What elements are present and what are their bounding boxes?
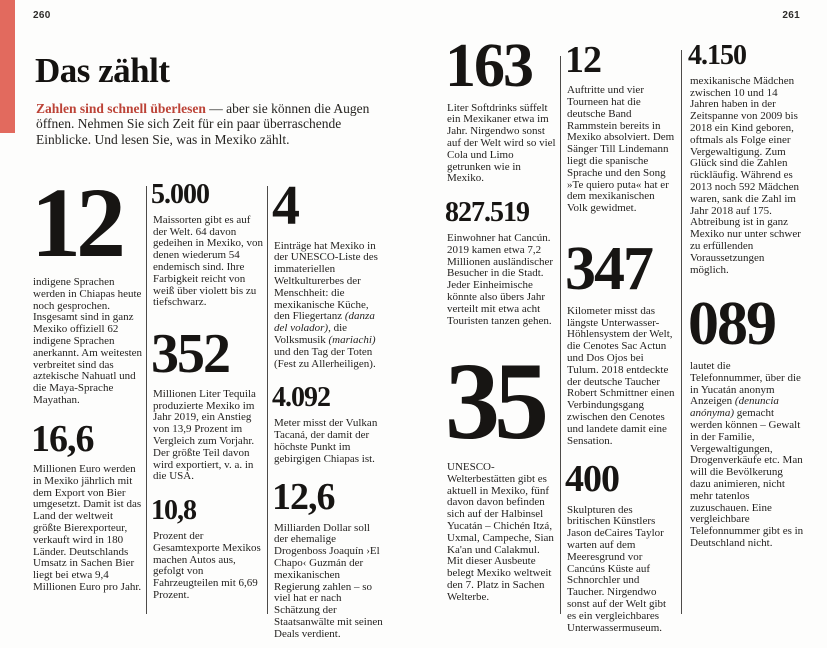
stat-text: Maissorten gibt es auf der Welt. 64 davo… (153, 213, 263, 309)
stat-text: Meter misst der Vulkan Tacaná, der damit… (274, 417, 378, 465)
stat-number: 827.519 (445, 197, 530, 229)
stat-number: 16,6 (31, 417, 95, 460)
stat-item: 4.150 mexikanische Mädchen zwischen 10 u… (688, 40, 804, 276)
stat-text: indigene Sprachen werden in Chiapas heut… (33, 276, 143, 406)
stat-number: 12,6 (272, 476, 336, 519)
stat-number: 4 (272, 175, 300, 237)
column-divider (681, 50, 682, 614)
stat-text: Liter Softdrinks süffelt ein Mexikaner e… (447, 101, 556, 185)
stat-item: 10,8 Prozent der Gesamtexporte Mexikos m… (151, 495, 263, 602)
stat-text: Millionen Euro werden in Mexiko jährlich… (33, 463, 142, 594)
stat-number: 163 (445, 32, 534, 100)
stat-item: 12 indigene Sprachen werden in Chiapas h… (31, 167, 143, 407)
stat-column: 12 Auftritte und vier Tourneen hat die d… (565, 39, 677, 634)
stat-text: Einträge hat Mexiko in der UNESCO-Liste … (274, 239, 378, 370)
stat-number: 5.000 (151, 179, 210, 210)
stat-number: 10,8 (151, 495, 197, 527)
stat-column: 163 Liter Softdrinks süffelt ein Mexikan… (445, 32, 557, 604)
stat-text: UNESCO-Welterbestätten gibt es aktuell i… (447, 460, 554, 603)
intro-rest-text: — aber sie können die Augen öffnen. Nehm… (36, 100, 370, 147)
stat-text: Skulpturen des britischen Künstlers Jaso… (567, 503, 667, 634)
stat-column: 4.150 mexikanische Mädchen zwischen 10 u… (688, 40, 804, 550)
stat-text: lautet die Telefonnummer, über die in Yu… (690, 360, 804, 549)
stat-number: 35 (445, 340, 549, 463)
stat-column: 12 indigene Sprachen werden in Chiapas h… (31, 167, 143, 594)
stat-item: 400 Skulpturen des britischen Künstlers … (565, 458, 677, 634)
stat-number: 347 (565, 235, 654, 304)
stat-item: 4 Einträge hat Mexiko in der UNESCO-List… (272, 175, 384, 370)
stat-text: Prozent der Gesamtexporte Mexikos machen… (153, 529, 261, 601)
stat-text: Einwohner hat Cancún. 2019 kamen etwa 7,… (447, 232, 554, 327)
stat-item: 12 Auftritte und vier Tourneen hat die d… (565, 39, 677, 215)
column-divider (146, 186, 147, 614)
stat-text: Kilometer misst das längste Unterwasser-… (567, 304, 675, 447)
red-accent-bar (0, 0, 15, 133)
stat-column: 4 Einträge hat Mexiko in der UNESCO-List… (272, 175, 384, 641)
article-title: Das zählt (35, 51, 170, 91)
stat-text: mexikanische Mädchen zwischen 10 und 14 … (690, 74, 801, 276)
stat-column: 5.000 Maissorten gibt es auf der Welt. 6… (151, 179, 263, 602)
stat-number: 400 (565, 458, 620, 501)
intro-paragraph: Zahlen sind schnell überlesen — aber sie… (36, 101, 388, 148)
stat-number: 4.092 (272, 382, 331, 414)
stat-item: 35 UNESCO-Welterbestätten gibt es aktuel… (445, 340, 557, 603)
page-number-left: 260 (33, 10, 51, 21)
stat-number: 4.150 (688, 40, 747, 71)
stat-text: Millionen Liter Tequila produzierte Mexi… (153, 387, 256, 483)
intro-lead-text: Zahlen sind schnell überlesen (36, 100, 206, 116)
stat-item: 827.519 Einwohner hat Cancún. 2019 kamen… (445, 197, 557, 327)
stat-number: 12 (31, 167, 126, 278)
stat-item: 347 Kilometer misst das längste Unterwas… (565, 235, 677, 447)
stat-text: Milliarden Dollar soll der ehemalige Dro… (274, 521, 383, 640)
stat-number: 352 (151, 323, 231, 386)
column-divider (560, 56, 561, 614)
page-number-right: 261 (782, 10, 800, 21)
stat-item: 089 lautet die Telefonnummer, über die i… (688, 290, 804, 549)
stat-number: 089 (688, 290, 777, 359)
stat-number: 12 (565, 39, 602, 81)
column-divider (267, 186, 268, 614)
stat-item: 16,6 Millionen Euro werden in Mexiko jäh… (31, 417, 143, 594)
stat-item: 4.092 Meter misst der Vulkan Tacaná, der… (272, 382, 384, 465)
stat-item: 163 Liter Softdrinks süffelt ein Mexikan… (445, 32, 557, 185)
stat-text: Auftritte und vier Tourneen hat die deut… (567, 84, 675, 215)
stat-item: 352 Millionen Liter Tequila produzierte … (151, 323, 263, 483)
stat-item: 5.000 Maissorten gibt es auf der Welt. 6… (151, 179, 263, 309)
stat-item: 12,6 Milliarden Dollar soll der ehemalig… (272, 476, 384, 640)
